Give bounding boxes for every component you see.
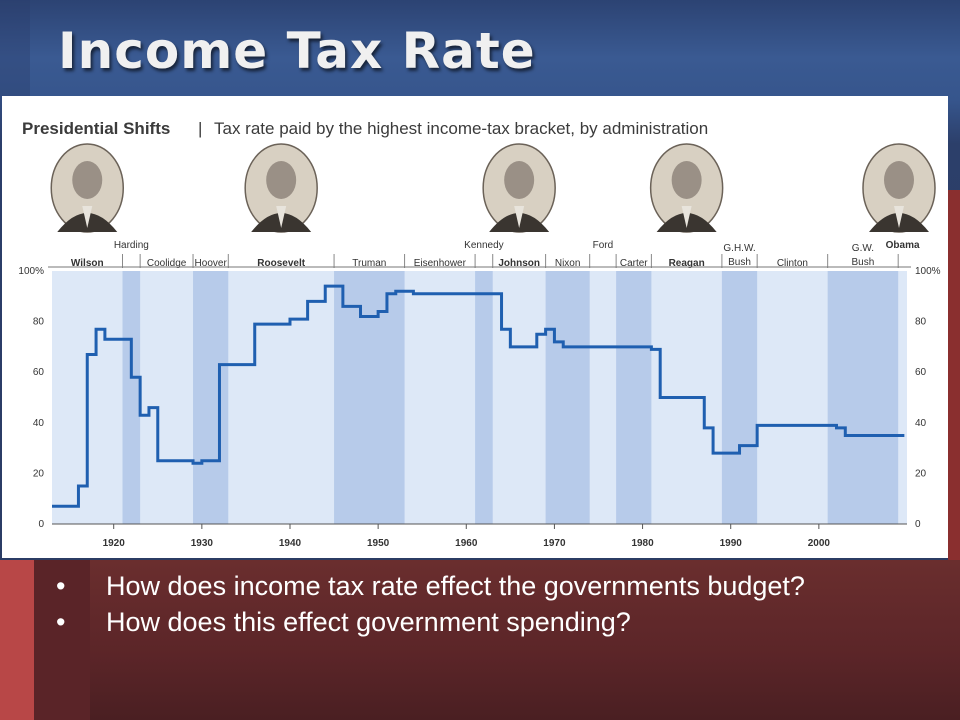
y-tick-label-right: 0 [915, 519, 921, 530]
administration-label-line2: Bush [852, 257, 875, 268]
administration-label: Reagan [669, 258, 705, 269]
x-tick-label: 1940 [279, 538, 302, 549]
portrait-collar [82, 206, 93, 228]
chart-subtitle: Tax rate paid by the highest income-tax … [214, 119, 708, 138]
series-line [52, 284, 905, 508]
portrait-wilson [50, 143, 125, 233]
administration-label: Obama [886, 240, 920, 251]
left-red-bar [0, 560, 34, 720]
administration-label-line2: Bush [728, 257, 751, 268]
administration-label: Nixon [555, 258, 581, 269]
bullet-dot: • [56, 607, 66, 637]
bullet-item: • How does income tax rate effect the gov… [56, 568, 936, 604]
portrait-face [504, 161, 535, 199]
y-tick-label-right: 60 [915, 367, 927, 378]
portrait-collar [681, 206, 692, 228]
administration-band [193, 271, 229, 524]
portrait-face [266, 161, 297, 199]
administration-band [334, 271, 405, 524]
bullet-list: • How does income tax rate effect the gov… [56, 568, 936, 640]
chart-axes: 0 0 20 20 40 40 60 60 80 80 100% 100% 1920 1930 1940 19… [18, 266, 940, 549]
administration-label: Hoover [195, 258, 228, 269]
portrait-collar [514, 206, 525, 228]
bullet-item: • How does this effect government spendin… [56, 604, 936, 640]
administration-label: Eisenhower [414, 258, 467, 269]
x-tick-label: 1960 [455, 538, 478, 549]
y-tick-label-left: 60 [33, 367, 45, 378]
y-tick-label-right: 40 [915, 418, 927, 429]
bottom-band [0, 560, 960, 720]
portrait-reagan [649, 143, 724, 233]
administration-label: Carter [620, 258, 648, 269]
portrait-obama [862, 143, 936, 233]
right-accent-stripe [948, 190, 960, 560]
administration-label: G.W. [852, 243, 874, 254]
administration-label: Roosevelt [257, 258, 305, 269]
administration-label: Coolidge [147, 258, 187, 269]
y-tick-label-left: 0 [38, 519, 44, 530]
administration-label: G.H.W. [723, 243, 755, 254]
administration-label: Ford [593, 240, 614, 251]
portrait-roosevelt [244, 143, 318, 233]
bullet-text: How does income tax rate effect the gove… [106, 571, 805, 601]
portrait-collar [276, 206, 287, 228]
administration-band [545, 271, 590, 524]
portrait-face [884, 161, 914, 199]
administration-label: Johnson [498, 258, 540, 269]
portrait-face [72, 161, 103, 199]
x-tick-label: 1990 [720, 538, 743, 549]
administration-labels: Wilson Harding Coolidge Hoover Roosevelt Trum… [71, 240, 920, 269]
chart-title: Presidential Shifts [22, 119, 170, 138]
y-tick-label-right: 80 [915, 317, 927, 328]
x-tick-label: 1950 [367, 538, 390, 549]
administration-label: Truman [352, 258, 386, 269]
administration-label: Wilson [71, 258, 104, 269]
y-tick-label-right: 100% [915, 266, 941, 277]
administration-bands [52, 271, 907, 524]
administration-label: Clinton [777, 258, 808, 269]
y-tick-label-left: 80 [33, 317, 45, 328]
y-tick-label-left: 100% [18, 266, 44, 277]
administration-band [721, 271, 758, 524]
chart-panel: Wilson Harding Coolidge Hoover Roosevelt Trum… [2, 96, 948, 558]
x-tick-label: 2000 [808, 538, 831, 549]
y-tick-label-left: 20 [33, 468, 45, 479]
administration-band [616, 271, 652, 524]
administration-label: Harding [114, 240, 149, 251]
portrait-face [671, 161, 702, 199]
administration-band [827, 271, 899, 524]
chart-heading: Presidential Shifts | Tax rate paid by t… [22, 119, 708, 138]
x-tick-label: 1980 [631, 538, 654, 549]
slide-title: Income Tax Rate [58, 22, 536, 80]
bullet-dot: • [56, 571, 66, 601]
chart-title-separator: | [198, 119, 202, 138]
left-dark-bar [34, 560, 90, 720]
x-tick-label: 1930 [191, 538, 214, 549]
portrait-collar [894, 206, 904, 228]
y-tick-label-left: 40 [33, 418, 45, 429]
x-tick-label: 1920 [103, 538, 126, 549]
tax-rate-chart: Wilson Harding Coolidge Hoover Roosevelt Trum… [18, 119, 940, 549]
x-tick-label: 1970 [543, 538, 566, 549]
administration-band [475, 271, 493, 524]
administration-band [122, 271, 141, 524]
president-portraits [50, 143, 936, 233]
bullet-text: How does this effect government spending… [106, 607, 631, 637]
administration-label: Kennedy [464, 240, 503, 251]
y-tick-label-right: 20 [915, 468, 927, 479]
chart-series [52, 284, 905, 508]
portrait-johnson [482, 143, 556, 233]
